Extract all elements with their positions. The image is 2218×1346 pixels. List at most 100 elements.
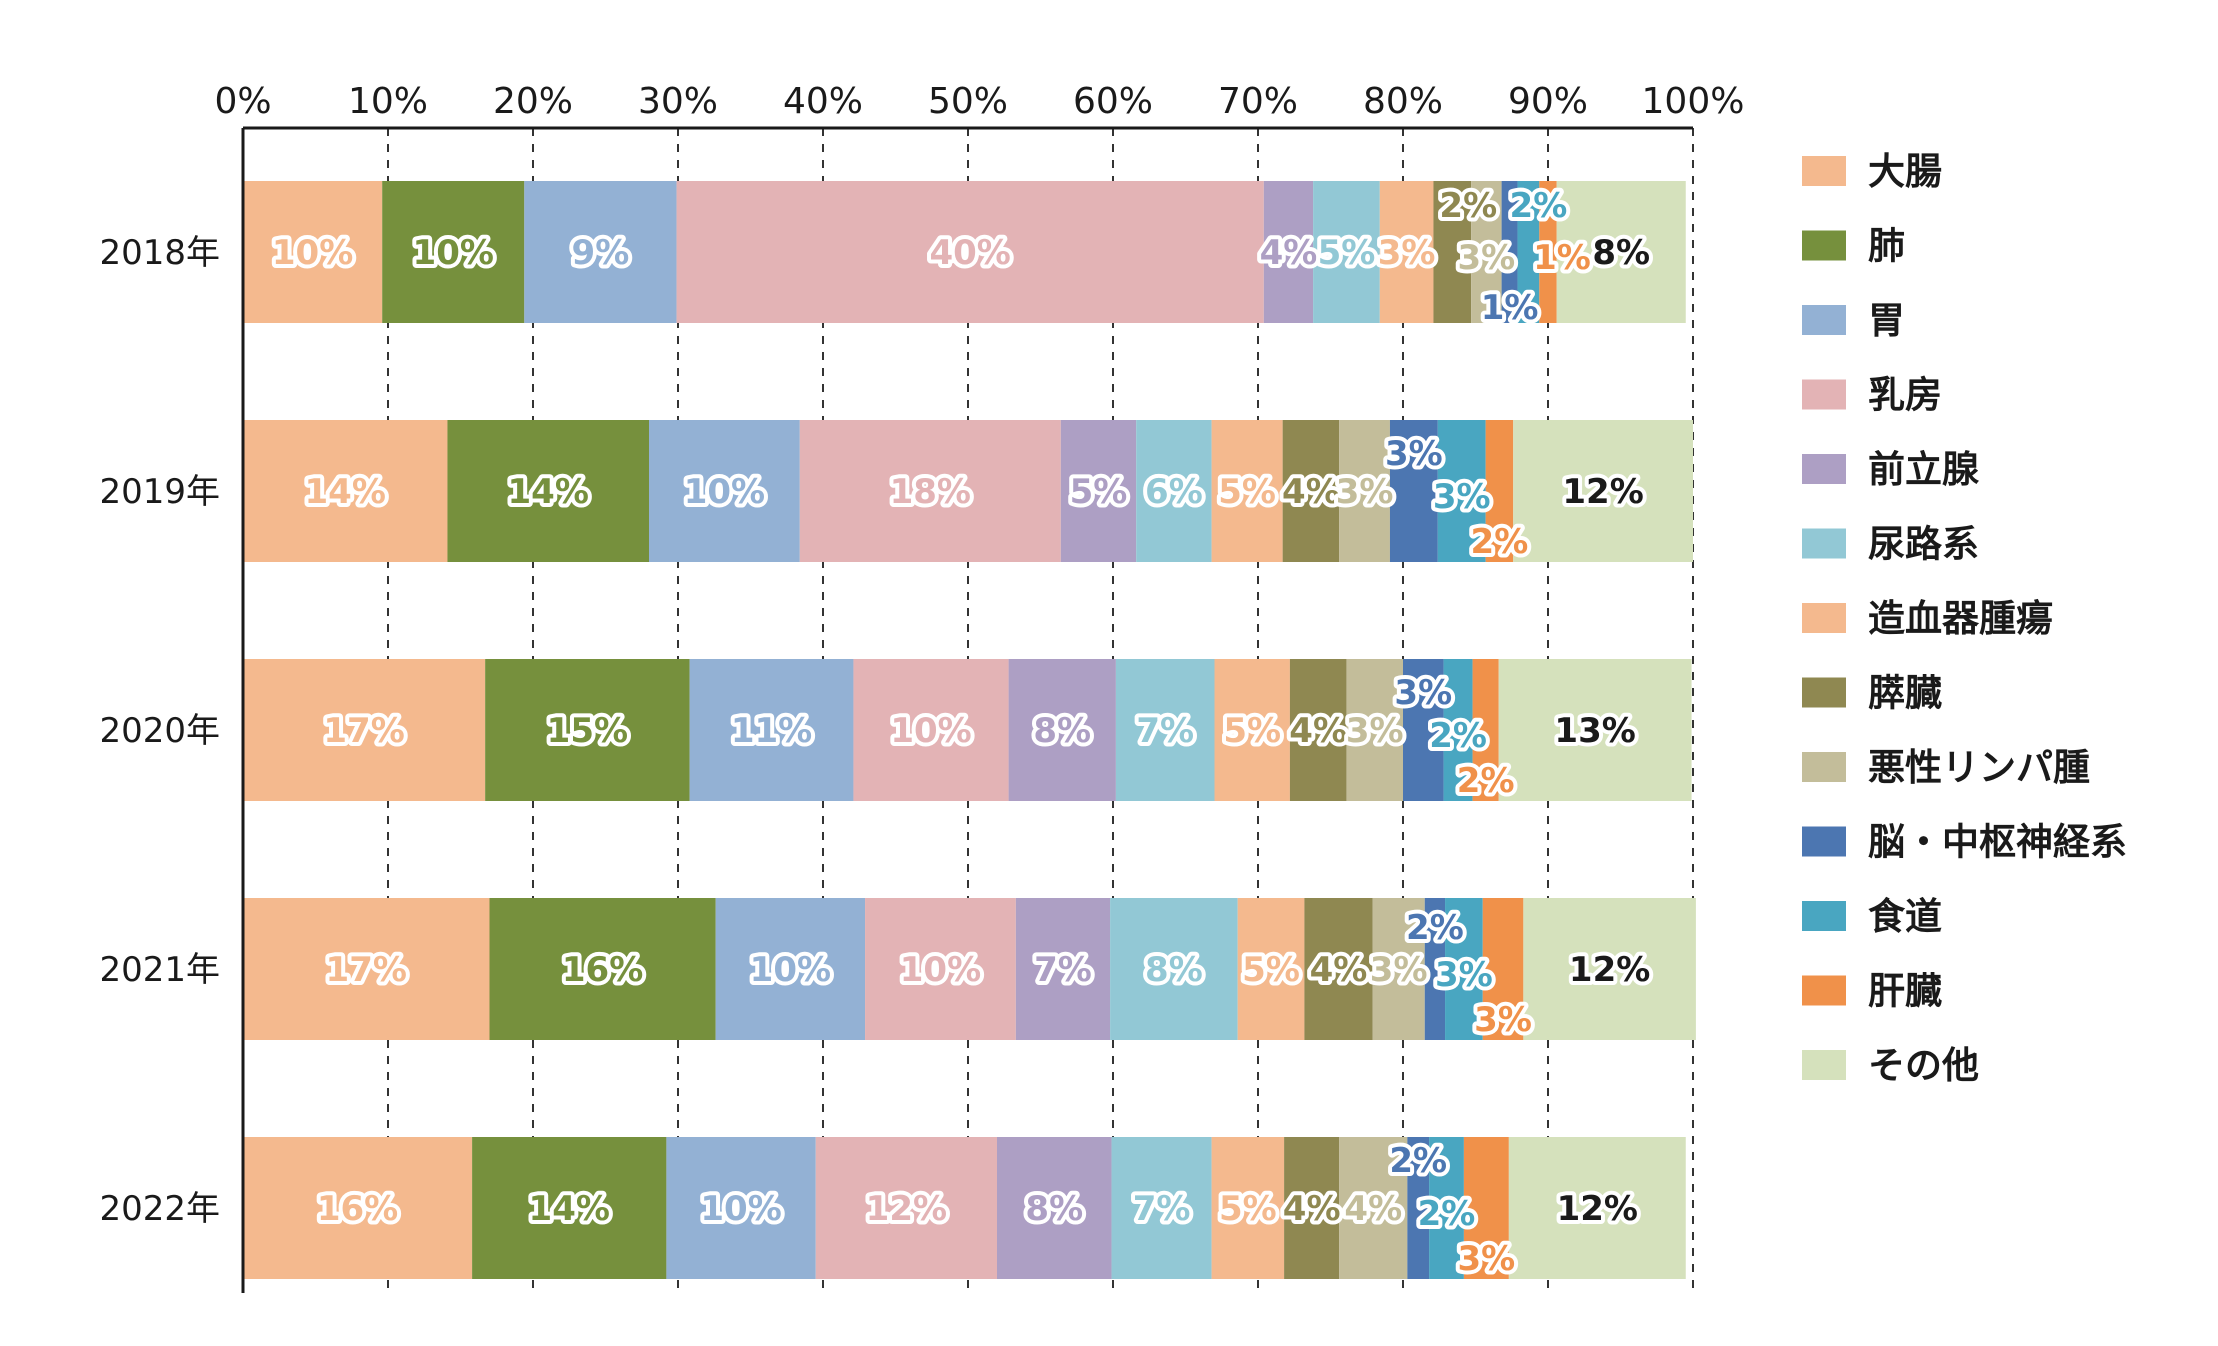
data-label: 14% [508, 472, 589, 512]
bar-segment [1429, 1137, 1464, 1279]
bar-segment [676, 181, 1264, 323]
legend-label: 乳房 [1868, 374, 1942, 417]
legend-swatch [1802, 901, 1846, 931]
data-label: 17% [323, 711, 404, 751]
bar-segment [1136, 420, 1212, 562]
x-tick-label: 80% [1363, 81, 1443, 122]
data-label: 10% [272, 233, 353, 273]
bar-segment [1060, 420, 1137, 562]
bar-segment [1508, 1137, 1686, 1279]
data-label: 7% [1034, 950, 1092, 990]
bar-segment [1389, 420, 1438, 562]
bar-segment [1313, 181, 1380, 323]
bar-segment [1339, 1137, 1408, 1279]
bar-segment [1379, 181, 1434, 323]
data-label: 5% [1219, 1189, 1277, 1229]
y-category-label: 2020年 [99, 711, 220, 751]
data-label: 16% [562, 950, 643, 990]
x-tick-label: 100% [1642, 81, 1745, 122]
x-tick-label: 10% [348, 81, 428, 122]
data-label: 3% [1433, 477, 1491, 517]
data-label: 5% [1218, 472, 1276, 512]
bar-segment [489, 898, 716, 1040]
axes [241, 126, 1693, 1293]
data-label: 3% [1394, 673, 1452, 713]
bar-segment [649, 420, 800, 562]
data-label: 16% [317, 1189, 398, 1229]
bar-segment [715, 898, 866, 1040]
data-label: 2% [1406, 908, 1464, 948]
bar-segment [524, 181, 677, 323]
bar-segment [1008, 659, 1116, 801]
data-label: 1% [1481, 288, 1539, 328]
legend-swatch [1802, 603, 1846, 633]
legend-label: その他 [1868, 1044, 1979, 1087]
legend-label: 悪性リンパ腫 [1868, 746, 2090, 789]
data-label: 40% [929, 233, 1010, 273]
data-label: 4% [1283, 1189, 1341, 1229]
bar-segment [1556, 181, 1686, 323]
bar-segment [799, 420, 1061, 562]
data-label: 13% [1554, 711, 1635, 751]
bar-segment [1346, 659, 1403, 801]
bar-segment [1471, 181, 1502, 323]
data-label: 10% [900, 950, 981, 990]
data-label: 3% [1378, 233, 1436, 273]
data-label: 8% [1592, 233, 1650, 273]
data-label: 7% [1136, 711, 1194, 751]
bar-segment [243, 659, 486, 801]
data-label: 3% [1385, 434, 1443, 474]
data-label: 8% [1145, 950, 1203, 990]
bar-segment [689, 659, 854, 801]
legend-swatch [1802, 975, 1846, 1006]
y-category-label: 2018年 [99, 233, 220, 273]
legend-label: 前立腺 [1868, 448, 1980, 491]
legend-label: 膵臓 [1868, 672, 1942, 715]
data-label: 12% [1569, 950, 1650, 990]
bar-segment [1539, 181, 1557, 323]
y-category-label: 2021年 [99, 950, 220, 990]
bar-segment [1407, 1137, 1430, 1279]
bar-segment [1211, 1137, 1285, 1279]
bar-segment [1482, 898, 1524, 1040]
legend-label: 肝臓 [1868, 970, 1942, 1013]
bar-segment [1437, 420, 1486, 562]
bar-segment [1372, 898, 1425, 1040]
data-label: 10% [750, 950, 831, 990]
bar-segment [1110, 898, 1238, 1040]
legend-label: 食道 [1868, 895, 1942, 938]
x-tick-label: 40% [783, 81, 863, 122]
data-label: 2% [1457, 761, 1515, 801]
data-label: 12% [1562, 472, 1643, 512]
data-label: 3% [1474, 1000, 1532, 1040]
y-category-label: 2022年 [99, 1189, 220, 1229]
x-tick-label: 50% [928, 81, 1008, 122]
bar-segment [1445, 898, 1483, 1040]
data-label: 15% [547, 711, 628, 751]
bar-segment [243, 420, 448, 562]
bar-segment [1498, 659, 1692, 801]
bar-segment [1111, 1137, 1212, 1279]
data-label: 17% [326, 950, 407, 990]
legend-label: 大腸 [1868, 150, 1942, 193]
data-label: 5% [1242, 950, 1300, 990]
data-labels: 10% 10% 9% 40% 4% 5% 3%2%3%1%2%1% 8%14% 14% 10% 18… [268, 182, 1654, 1283]
data-label: 2% [1471, 522, 1529, 562]
data-label: 1% [1533, 238, 1591, 278]
legend-swatch [1802, 230, 1846, 261]
legend-swatch [1802, 677, 1846, 708]
data-label: 5% [1070, 472, 1128, 512]
legend-swatch [1802, 1050, 1846, 1080]
bar-segment [666, 1137, 816, 1279]
bar-segment [1282, 420, 1340, 562]
data-label: 3% [1458, 1239, 1516, 1279]
data-label: 7% [1133, 1189, 1191, 1229]
data-label: 2% [1418, 1194, 1476, 1234]
bar-segment [485, 659, 690, 801]
legend-swatch [1802, 454, 1846, 484]
x-tick-label: 90% [1508, 81, 1588, 122]
x-tick-label: 20% [493, 81, 573, 122]
legend-label: 尿路系 [1868, 523, 1979, 566]
data-label: 12% [1557, 1189, 1638, 1229]
